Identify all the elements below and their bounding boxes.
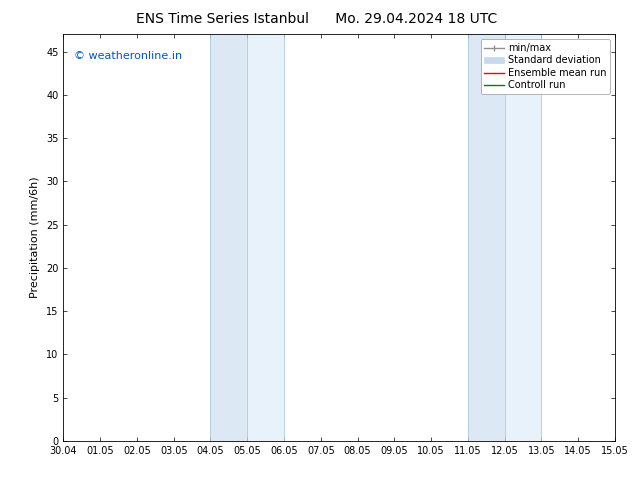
- Bar: [505, 34, 541, 441]
- Legend: min/max, Standard deviation, Ensemble mean run, Controll run: min/max, Standard deviation, Ensemble me…: [481, 39, 610, 94]
- Bar: [247, 34, 284, 441]
- Bar: [210, 34, 247, 441]
- Y-axis label: Precipitation (mm/6h): Precipitation (mm/6h): [30, 177, 41, 298]
- Text: © weatheronline.in: © weatheronline.in: [74, 50, 183, 61]
- Bar: [468, 34, 505, 441]
- Text: ENS Time Series Istanbul      Mo. 29.04.2024 18 UTC: ENS Time Series Istanbul Mo. 29.04.2024 …: [136, 12, 498, 26]
